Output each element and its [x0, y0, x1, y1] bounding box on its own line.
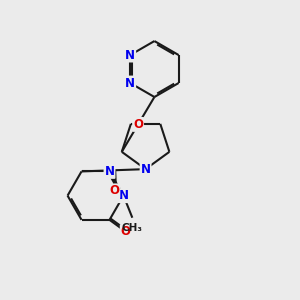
Text: O: O	[133, 118, 143, 131]
Text: CH₃: CH₃	[122, 223, 143, 233]
Text: N: N	[104, 165, 115, 178]
Text: N: N	[118, 189, 128, 202]
Text: O: O	[121, 225, 131, 238]
Text: O: O	[109, 184, 119, 197]
Text: N: N	[141, 163, 151, 176]
Text: N: N	[125, 49, 135, 62]
Text: N: N	[125, 76, 135, 89]
